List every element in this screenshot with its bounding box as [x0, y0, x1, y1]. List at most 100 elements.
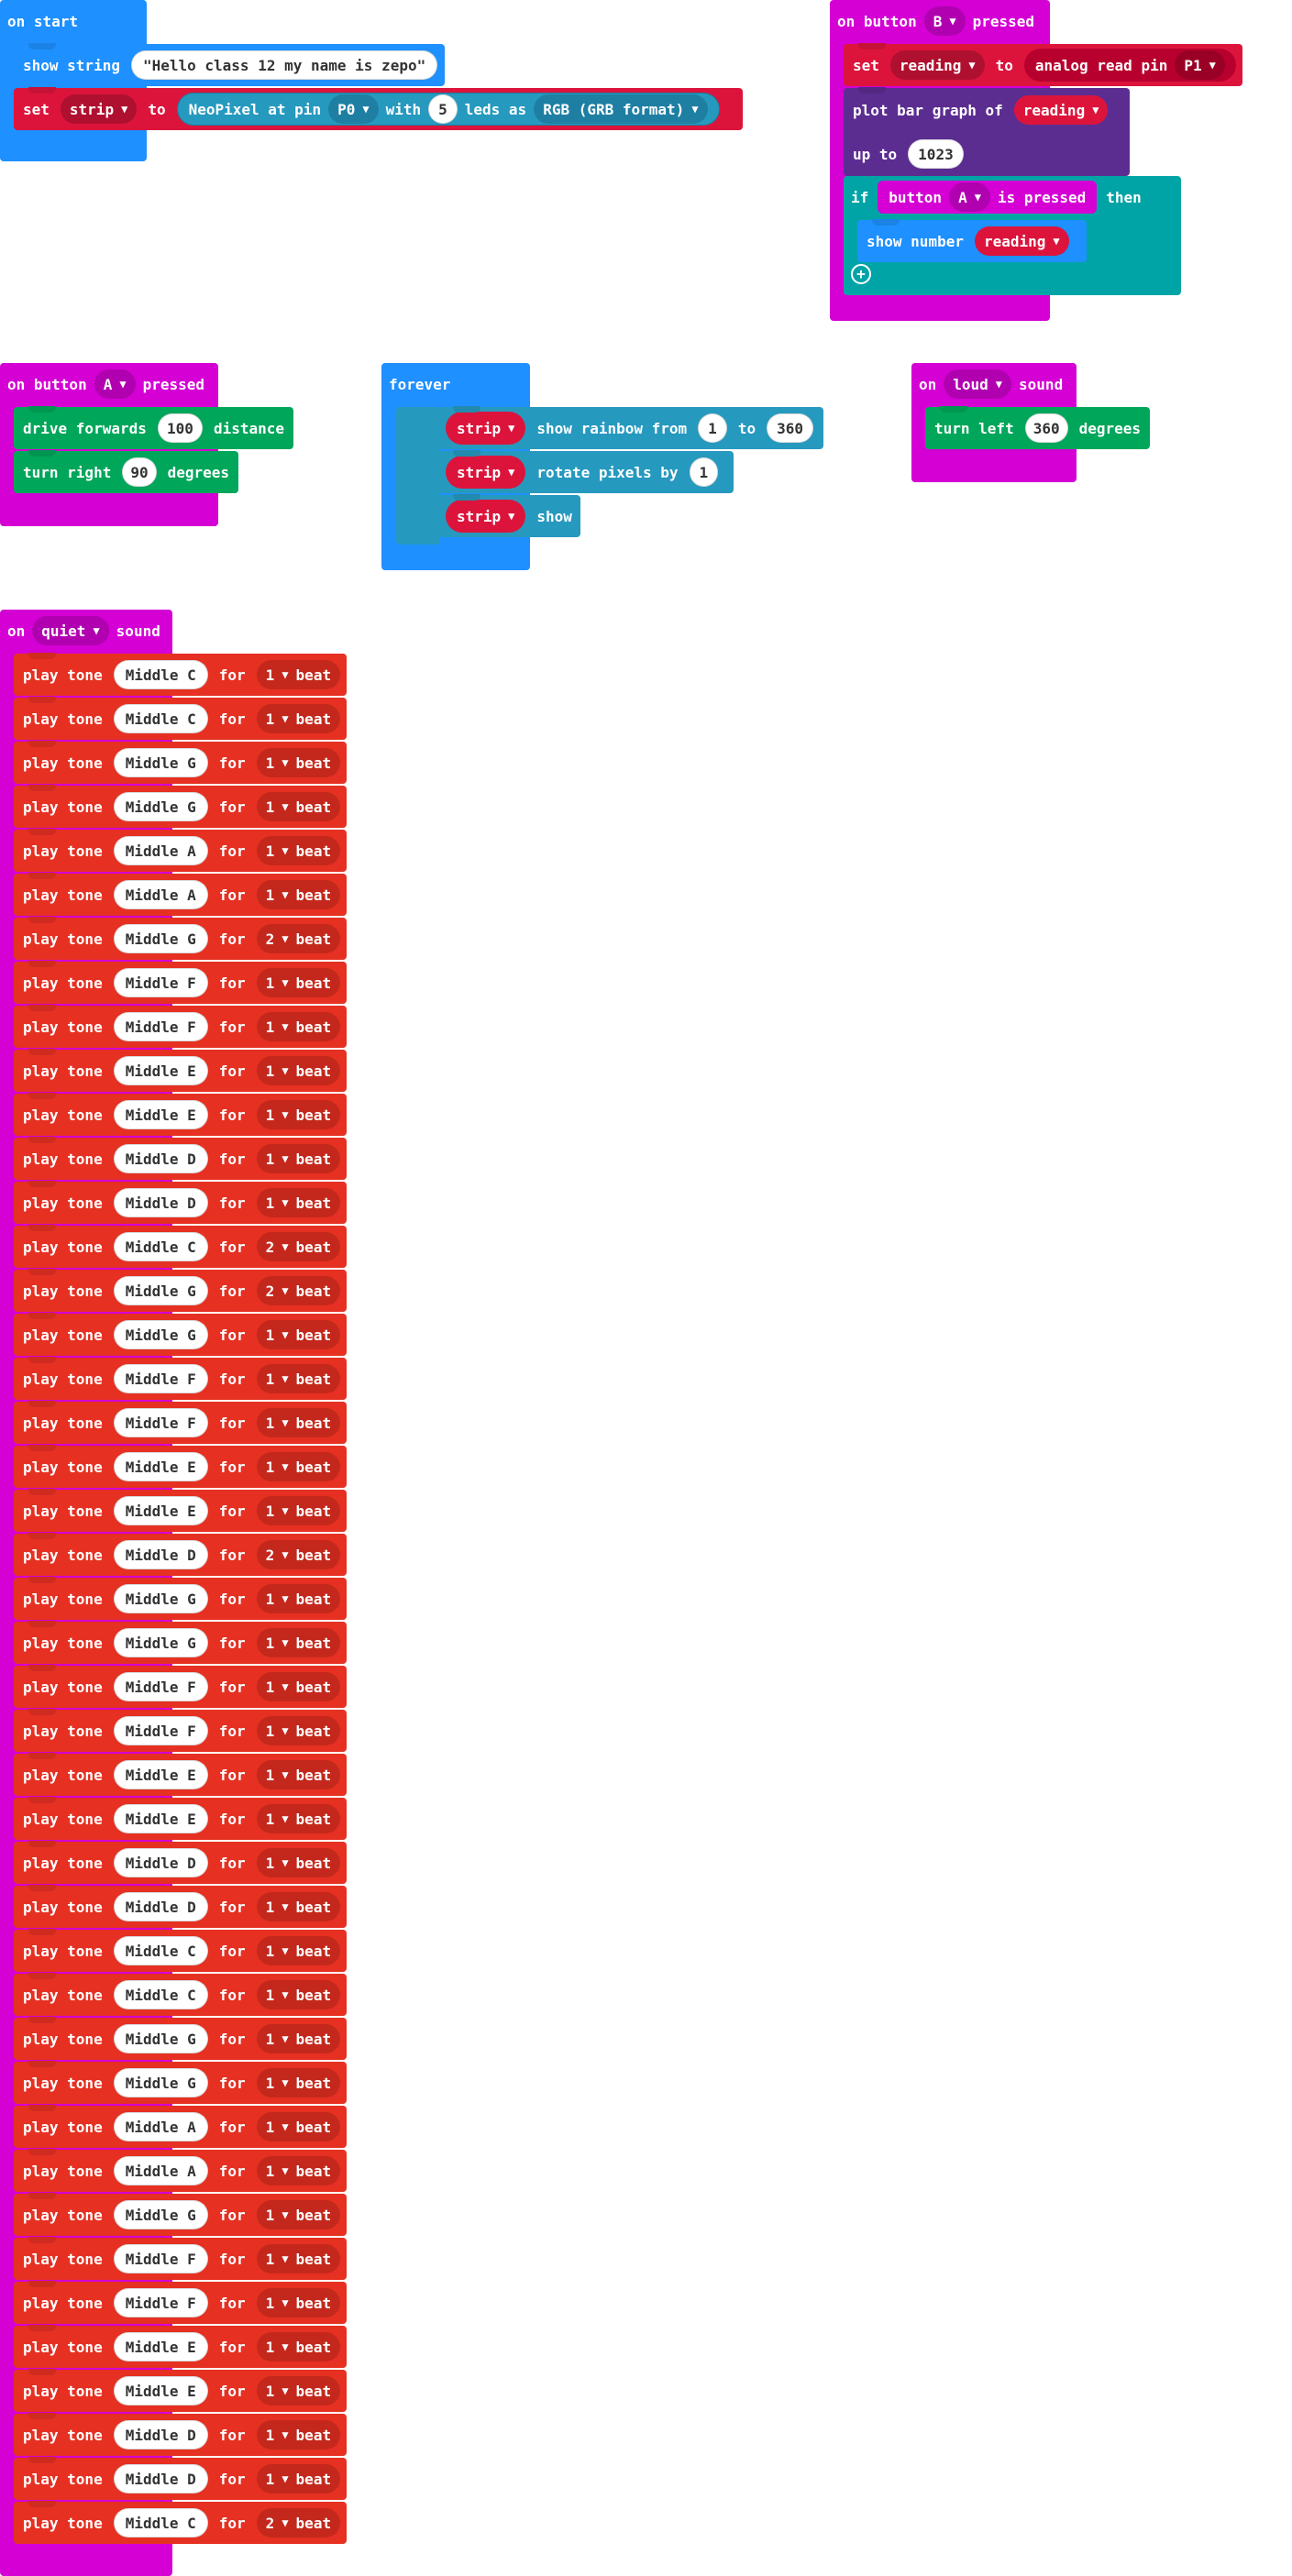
note-input[interactable]: Middle G	[113, 924, 208, 953]
note-input[interactable]: Middle E	[113, 2376, 208, 2405]
play-tone-block[interactable]: play tone Middle D for 1 ▼ beat	[14, 2414, 347, 2456]
note-input[interactable]: Middle A	[113, 836, 208, 865]
note-input[interactable]: Middle G	[113, 792, 208, 821]
beats-dropdown[interactable]: 1 ▼ beat	[256, 704, 341, 733]
play-tone-block[interactable]: play tone Middle F for 1 ▼ beat	[14, 1402, 347, 1444]
beats-dropdown[interactable]: 1 ▼ beat	[256, 1628, 341, 1657]
play-tone-block[interactable]: play tone Middle F for 1 ▼ beat	[14, 2282, 347, 2324]
note-input[interactable]: Middle G	[113, 1628, 208, 1657]
beats-dropdown[interactable]: 1 ▼ beat	[256, 836, 341, 865]
play-tone-block[interactable]: play tone Middle D for 2 ▼ beat	[14, 1534, 347, 1576]
plot-bar-graph-block[interactable]: plot bar graph of reading ▼ up to 1023	[844, 88, 1130, 176]
button-dropdown-a[interactable]: A ▼	[94, 369, 136, 399]
beats-dropdown[interactable]: 2 ▼ beat	[256, 1540, 341, 1569]
play-tone-block[interactable]: play tone Middle F for 1 ▼ beat	[14, 1006, 347, 1048]
note-input[interactable]: Middle D	[113, 1848, 208, 1877]
beats-dropdown[interactable]: 1 ▼ beat	[256, 792, 341, 821]
set-strip-block[interactable]: set strip ▼ to NeoPixel at pin P0 ▼ with…	[14, 88, 743, 130]
beats-dropdown[interactable]: 2 ▼ beat	[256, 1232, 341, 1261]
beats-dropdown[interactable]: 1 ▼ beat	[256, 968, 341, 997]
add-else-button[interactable]: +	[851, 264, 871, 284]
beats-dropdown[interactable]: 1 ▼ beat	[256, 1188, 341, 1217]
play-tone-block[interactable]: play tone Middle C for 1 ▼ beat	[14, 1930, 347, 1972]
play-tone-block[interactable]: play tone Middle C for 2 ▼ beat	[14, 1226, 347, 1268]
note-input[interactable]: Middle F	[113, 1364, 208, 1393]
note-input[interactable]: Middle C	[113, 1936, 208, 1965]
note-input[interactable]: Middle A	[113, 2112, 208, 2141]
strip-variable-dropdown[interactable]: strip ▼	[446, 412, 526, 445]
beats-dropdown[interactable]: 1 ▼ beat	[256, 1100, 341, 1129]
play-tone-block[interactable]: play tone Middle G for 1 ▼ beat	[14, 742, 347, 784]
play-tone-block[interactable]: play tone Middle G for 2 ▼ beat	[14, 1270, 347, 1312]
note-input[interactable]: Middle F	[113, 968, 208, 997]
note-input[interactable]: Middle G	[113, 748, 208, 777]
note-input[interactable]: Middle E	[113, 1496, 208, 1525]
note-input[interactable]: Middle D	[113, 1892, 208, 1921]
note-input[interactable]: Middle D	[113, 1540, 208, 1569]
beats-dropdown[interactable]: 1 ▼ beat	[256, 2024, 341, 2053]
show-number-block[interactable]: show number reading ▼	[857, 220, 1087, 262]
play-tone-block[interactable]: play tone Middle G for 1 ▼ beat	[14, 2062, 347, 2104]
set-reading-block[interactable]: set reading ▼ to analog read pin P1 ▼	[844, 44, 1242, 86]
show-number-variable-dropdown[interactable]: reading ▼	[974, 226, 1069, 256]
variable-dropdown-strip[interactable]: strip ▼	[60, 94, 138, 124]
beats-dropdown[interactable]: 1 ▼ beat	[256, 1144, 341, 1173]
beats-dropdown[interactable]: 1 ▼ beat	[256, 1672, 341, 1701]
play-tone-block[interactable]: play tone Middle C for 1 ▼ beat	[14, 654, 347, 696]
beats-dropdown[interactable]: 1 ▼ beat	[256, 1496, 341, 1525]
beats-dropdown[interactable]: 1 ▼ beat	[256, 1584, 341, 1613]
note-input[interactable]: Middle C	[113, 1980, 208, 2009]
play-tone-block[interactable]: play tone Middle E for 1 ▼ beat	[14, 2370, 347, 2412]
play-tone-block[interactable]: play tone Middle F for 1 ▼ beat	[14, 1666, 347, 1708]
play-tone-block[interactable]: play tone Middle D for 1 ▼ beat	[14, 1842, 347, 1884]
play-tone-block[interactable]: play tone Middle F for 1 ▼ beat	[14, 2238, 347, 2280]
button-dropdown-b[interactable]: B ▼	[923, 6, 966, 36]
note-input[interactable]: Middle F	[113, 2288, 208, 2317]
beats-dropdown[interactable]: 1 ▼ beat	[256, 2288, 341, 2317]
condition-button-dropdown[interactable]: A ▼	[949, 182, 990, 212]
beats-dropdown[interactable]: 1 ▼ beat	[256, 2332, 341, 2361]
note-input[interactable]: Middle F	[113, 2244, 208, 2273]
beats-dropdown[interactable]: 2 ▼ beat	[256, 924, 341, 953]
sound-level-dropdown[interactable]: quiet ▼	[32, 616, 109, 645]
button-pressed-condition[interactable]: button A ▼ is pressed	[878, 181, 1098, 214]
beats-dropdown[interactable]: 1 ▼ beat	[256, 2068, 341, 2097]
beats-dropdown[interactable]: 1 ▼ beat	[256, 1892, 341, 1921]
note-input[interactable]: Middle F	[113, 1672, 208, 1701]
play-tone-block[interactable]: play tone Middle F for 1 ▼ beat	[14, 1358, 347, 1400]
note-input[interactable]: Middle F	[113, 1012, 208, 1041]
rainbow-from-input[interactable]: 1	[698, 413, 727, 443]
note-input[interactable]: Middle E	[113, 1760, 208, 1789]
note-input[interactable]: Middle E	[113, 2332, 208, 2361]
analog-read-block[interactable]: analog read pin P1 ▼	[1023, 49, 1236, 82]
play-tone-block[interactable]: play tone Middle A for 1 ▼ beat	[14, 2150, 347, 2192]
play-tone-block[interactable]: play tone Middle F for 1 ▼ beat	[14, 962, 347, 1004]
beats-dropdown[interactable]: 1 ▼ beat	[256, 1364, 341, 1393]
beats-dropdown[interactable]: 1 ▼ beat	[256, 2420, 341, 2449]
beats-dropdown[interactable]: 1 ▼ beat	[256, 1056, 341, 1085]
note-input[interactable]: Middle E	[113, 1056, 208, 1085]
note-input[interactable]: Middle C	[113, 704, 208, 733]
play-tone-block[interactable]: play tone Middle D for 1 ▼ beat	[14, 1182, 347, 1224]
beats-dropdown[interactable]: 1 ▼ beat	[256, 2156, 341, 2185]
beats-dropdown[interactable]: 1 ▼ beat	[256, 2244, 341, 2273]
beats-dropdown[interactable]: 1 ▼ beat	[256, 1848, 341, 1877]
beats-dropdown[interactable]: 2 ▼ beat	[256, 2508, 341, 2537]
note-input[interactable]: Middle E	[113, 1100, 208, 1129]
play-tone-block[interactable]: play tone Middle A for 1 ▼ beat	[14, 830, 347, 872]
rotate-input[interactable]: 1	[689, 457, 719, 487]
beats-dropdown[interactable]: 1 ▼ beat	[256, 1936, 341, 1965]
drive-distance-input[interactable]: 100	[157, 413, 203, 443]
strip-variable-dropdown[interactable]: strip ▼	[446, 500, 526, 533]
beats-dropdown[interactable]: 1 ▼ beat	[256, 1980, 341, 2009]
note-input[interactable]: Middle D	[113, 1188, 208, 1217]
note-input[interactable]: Middle G	[113, 1276, 208, 1305]
rotate-pixels-block[interactable]: strip ▼ rotate pixels by 1	[438, 451, 734, 493]
show-string-input[interactable]: "Hello class 12 my name is zepo"	[130, 50, 438, 80]
analog-pin-dropdown[interactable]: P1 ▼	[1175, 50, 1225, 80]
play-tone-block[interactable]: play tone Middle G for 1 ▼ beat	[14, 786, 347, 828]
play-tone-block[interactable]: play tone Middle E for 1 ▼ beat	[14, 2326, 347, 2368]
led-count-input[interactable]: 5	[428, 94, 458, 124]
play-tone-block[interactable]: play tone Middle G for 1 ▼ beat	[14, 2018, 347, 2060]
beats-dropdown[interactable]: 1 ▼ beat	[256, 1452, 341, 1481]
